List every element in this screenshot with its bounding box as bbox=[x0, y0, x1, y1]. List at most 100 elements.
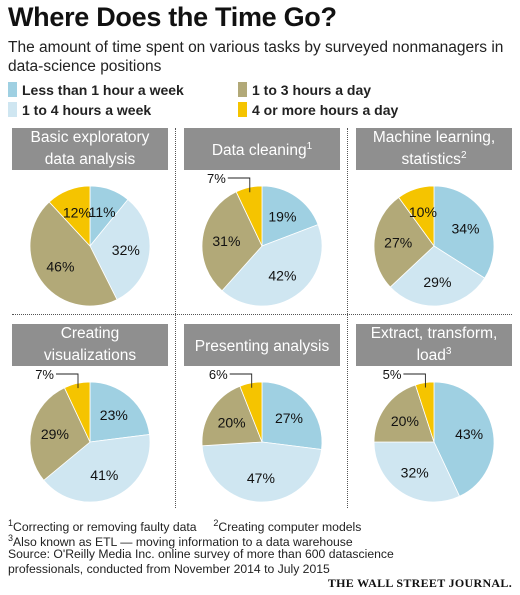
slice-label: 27% bbox=[384, 235, 412, 251]
footnote-line: 3Also known as ETL — moving information … bbox=[8, 533, 353, 550]
legend-swatch bbox=[238, 82, 247, 97]
footnote-2: Creating computer models bbox=[218, 520, 362, 535]
legend-item-1-to-3-hours-day: 1 to 3 hours a day bbox=[238, 82, 371, 98]
slice-label: 32% bbox=[112, 242, 140, 258]
panel-machine-learning-statistics: Machine learning, statistics2 34% 29% 27% 1… bbox=[356, 128, 512, 308]
panel-title: Basic exploratory data analysis bbox=[30, 128, 150, 169]
slice-label: 46% bbox=[46, 259, 74, 275]
slice-label: 27% bbox=[275, 410, 303, 426]
pie-slice bbox=[373, 441, 461, 503]
divider bbox=[12, 314, 512, 315]
pie-slice bbox=[373, 384, 435, 443]
legend-swatch bbox=[238, 102, 247, 117]
panel-title-box: Presenting analysis bbox=[184, 324, 340, 366]
slice-label: 20% bbox=[391, 413, 419, 429]
slice-label: 10% bbox=[409, 204, 437, 220]
pie-chart: 43% 32% 20% 5% bbox=[373, 367, 495, 503]
pie-slice bbox=[373, 196, 435, 288]
source-line: Source: O'Reilly Media Inc. online surve… bbox=[8, 547, 394, 561]
slice-label: 43% bbox=[455, 426, 483, 442]
legend-label: 4 or more hours a day bbox=[252, 102, 399, 118]
legend-item-4-or-more-hours-day: 4 or more hours a day bbox=[238, 102, 398, 118]
pie-chart: 27% 47% 20% 6% bbox=[201, 367, 323, 503]
slice-label: 6% bbox=[209, 367, 228, 382]
legend-item-less-than-1-hour-week: Less than 1 hour a week bbox=[8, 82, 184, 98]
pie-slice bbox=[201, 441, 322, 503]
chart-title: Where Does the Time Go? bbox=[8, 2, 337, 32]
slice-label: 47% bbox=[247, 470, 275, 486]
pie-slice bbox=[48, 185, 91, 248]
slice-label: 5% bbox=[383, 367, 402, 382]
panel-title: Machine learning, statistics bbox=[372, 128, 496, 169]
pie-slice bbox=[398, 185, 435, 248]
slice-label: 29% bbox=[41, 426, 69, 442]
footnote-1: Correcting or removing faulty data bbox=[13, 520, 197, 535]
source-line: professionals, conducted from November 2… bbox=[8, 562, 330, 576]
legend-swatch bbox=[8, 82, 17, 97]
legend-label: 1 to 4 hours a week bbox=[22, 102, 152, 118]
slice-label: 7% bbox=[207, 171, 226, 186]
pie-slice bbox=[414, 381, 435, 443]
pie-slice bbox=[389, 245, 486, 307]
pie-slice bbox=[239, 381, 263, 443]
pie-slice bbox=[43, 434, 151, 503]
pie-slice bbox=[235, 185, 263, 247]
panel-title: Creating visualizations bbox=[43, 324, 137, 365]
divider bbox=[175, 128, 176, 508]
slice-label: 7% bbox=[35, 367, 54, 382]
slice-label: 42% bbox=[268, 268, 296, 284]
pie-chart: 11% 32% 46% 12% bbox=[29, 185, 151, 307]
pie-slice bbox=[29, 201, 118, 307]
divider bbox=[347, 128, 348, 508]
legend-label: Less than 1 hour a week bbox=[22, 82, 184, 98]
slice-label: 32% bbox=[401, 464, 429, 480]
slice-label: 29% bbox=[423, 274, 451, 290]
slice-label: 11% bbox=[89, 204, 116, 220]
pie-chart: 34% 29% 27% 10% bbox=[373, 185, 495, 307]
panel-creating-visualizations: Creating visualizations 23% 41% 29% 7% bbox=[12, 324, 168, 504]
panel-title-box: Machine learning, statistics2 bbox=[356, 128, 512, 170]
panel-footnote-ref: 2 bbox=[460, 149, 467, 161]
leader-line bbox=[403, 373, 426, 388]
footnote-3: Also known as ETL — moving information t… bbox=[13, 535, 353, 550]
panel-presenting-analysis: Presenting analysis 27% 47% 20% 6% bbox=[184, 324, 340, 504]
legend-label: 1 to 3 hours a day bbox=[252, 82, 372, 98]
footnote-line: 1Correcting or removing faulty data 2Cre… bbox=[8, 518, 362, 535]
pie-slice bbox=[433, 381, 495, 497]
legend: Less than 1 hour a week 1 to 3 hours a d… bbox=[8, 82, 518, 122]
panel-title-box: Data cleaning1 bbox=[184, 128, 340, 170]
panel-title-box: Basic exploratory data analysis bbox=[12, 128, 168, 170]
panel-title-box: Extract, transform, load3 bbox=[356, 324, 512, 366]
pie-chart: 23% 41% 29% 7% bbox=[29, 367, 151, 503]
pie-slice bbox=[261, 381, 323, 450]
slice-label: 20% bbox=[218, 415, 246, 431]
leader-line bbox=[229, 373, 253, 388]
pie-slice bbox=[89, 381, 150, 443]
pie-slice bbox=[201, 191, 263, 292]
chart-subtitle: The amount of time spent on various task… bbox=[8, 39, 504, 75]
panel-footnote-ref: 1 bbox=[306, 140, 313, 152]
pie-slice bbox=[89, 198, 151, 301]
panel-data-cleaning: Data cleaning1 19% 42% 31% 7% bbox=[184, 128, 340, 308]
slice-label: 41% bbox=[90, 467, 118, 483]
slice-label: 34% bbox=[451, 221, 479, 237]
pie-slice bbox=[261, 185, 319, 247]
slice-label: 23% bbox=[100, 407, 128, 423]
panel-extract-transform-load: Extract, transform, load3 43% 32% 20% 5% bbox=[356, 324, 512, 504]
leader-line bbox=[227, 177, 251, 193]
pie-slice bbox=[63, 381, 91, 443]
legend-swatch bbox=[8, 102, 17, 117]
panel-title: Extract, transform, load bbox=[370, 324, 498, 365]
pie-slice bbox=[201, 385, 263, 447]
panel-title: Presenting analysis bbox=[194, 338, 330, 356]
slice-label: 19% bbox=[268, 208, 296, 224]
leader-line bbox=[56, 373, 79, 389]
pie-chart: 19% 42% 31% 7% bbox=[201, 171, 323, 307]
panel-title-box: Creating visualizations bbox=[12, 324, 168, 366]
slice-label: 31% bbox=[212, 233, 240, 249]
panel-title: Data cleaning bbox=[211, 142, 307, 160]
legend-item-1-to-4-hours-week: 1 to 4 hours a week bbox=[8, 102, 151, 118]
slice-label: 12% bbox=[63, 205, 91, 221]
panel-basic-exploratory-data-analysis: Basic exploratory data analysis 11% 32% 46… bbox=[12, 128, 168, 308]
panel-footnote-ref: 3 bbox=[445, 345, 452, 357]
